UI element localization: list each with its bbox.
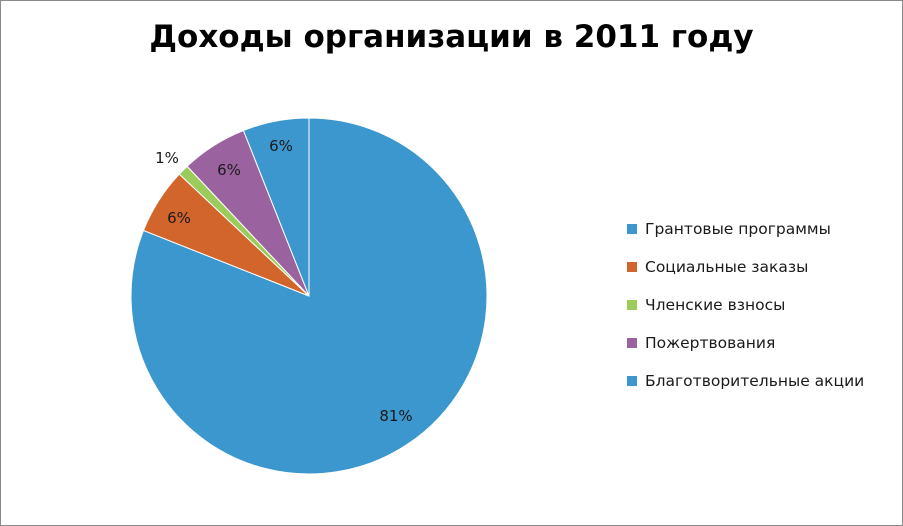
legend-item-membership-fees: Членские взносы (627, 286, 897, 324)
legend-item-grant-programs: Грантовые программы (627, 210, 897, 248)
legend-item-social-orders: Социальные заказы (627, 248, 897, 286)
legend-swatch-donations (627, 338, 637, 348)
legend-swatch-membership-fees (627, 300, 637, 310)
data-label-donations: 6% (217, 161, 241, 179)
legend-swatch-charity-events (627, 376, 637, 386)
legend-swatch-grant-programs (627, 224, 637, 234)
legend-label-donations: Пожертвования (645, 334, 776, 352)
data-label-membership-fees: 1% (155, 149, 179, 167)
pie-slice-charity-events (242, 117, 310, 297)
chart-title: Доходы организации в 2011 году (149, 19, 754, 55)
data-label-charity-events: 6% (269, 137, 293, 155)
legend-label-charity-events: Благотворительные акции (645, 372, 865, 390)
pie-slice-grant-programs (130, 117, 488, 475)
legend-item-charity-events: Благотворительные акции (627, 362, 897, 400)
legend-label-grant-programs: Грантовые программы (645, 220, 831, 238)
data-label-grant-programs: 81% (379, 407, 412, 425)
legend-item-donations: Пожертвования (627, 324, 897, 362)
legend-swatch-social-orders (627, 262, 637, 272)
legend-label-social-orders: Социальные заказы (645, 258, 809, 276)
data-label-social-orders: 6% (167, 209, 191, 227)
legend-label-membership-fees: Членские взносы (645, 296, 786, 314)
legend: Грантовые программы Социальные заказы Член… (627, 210, 897, 400)
